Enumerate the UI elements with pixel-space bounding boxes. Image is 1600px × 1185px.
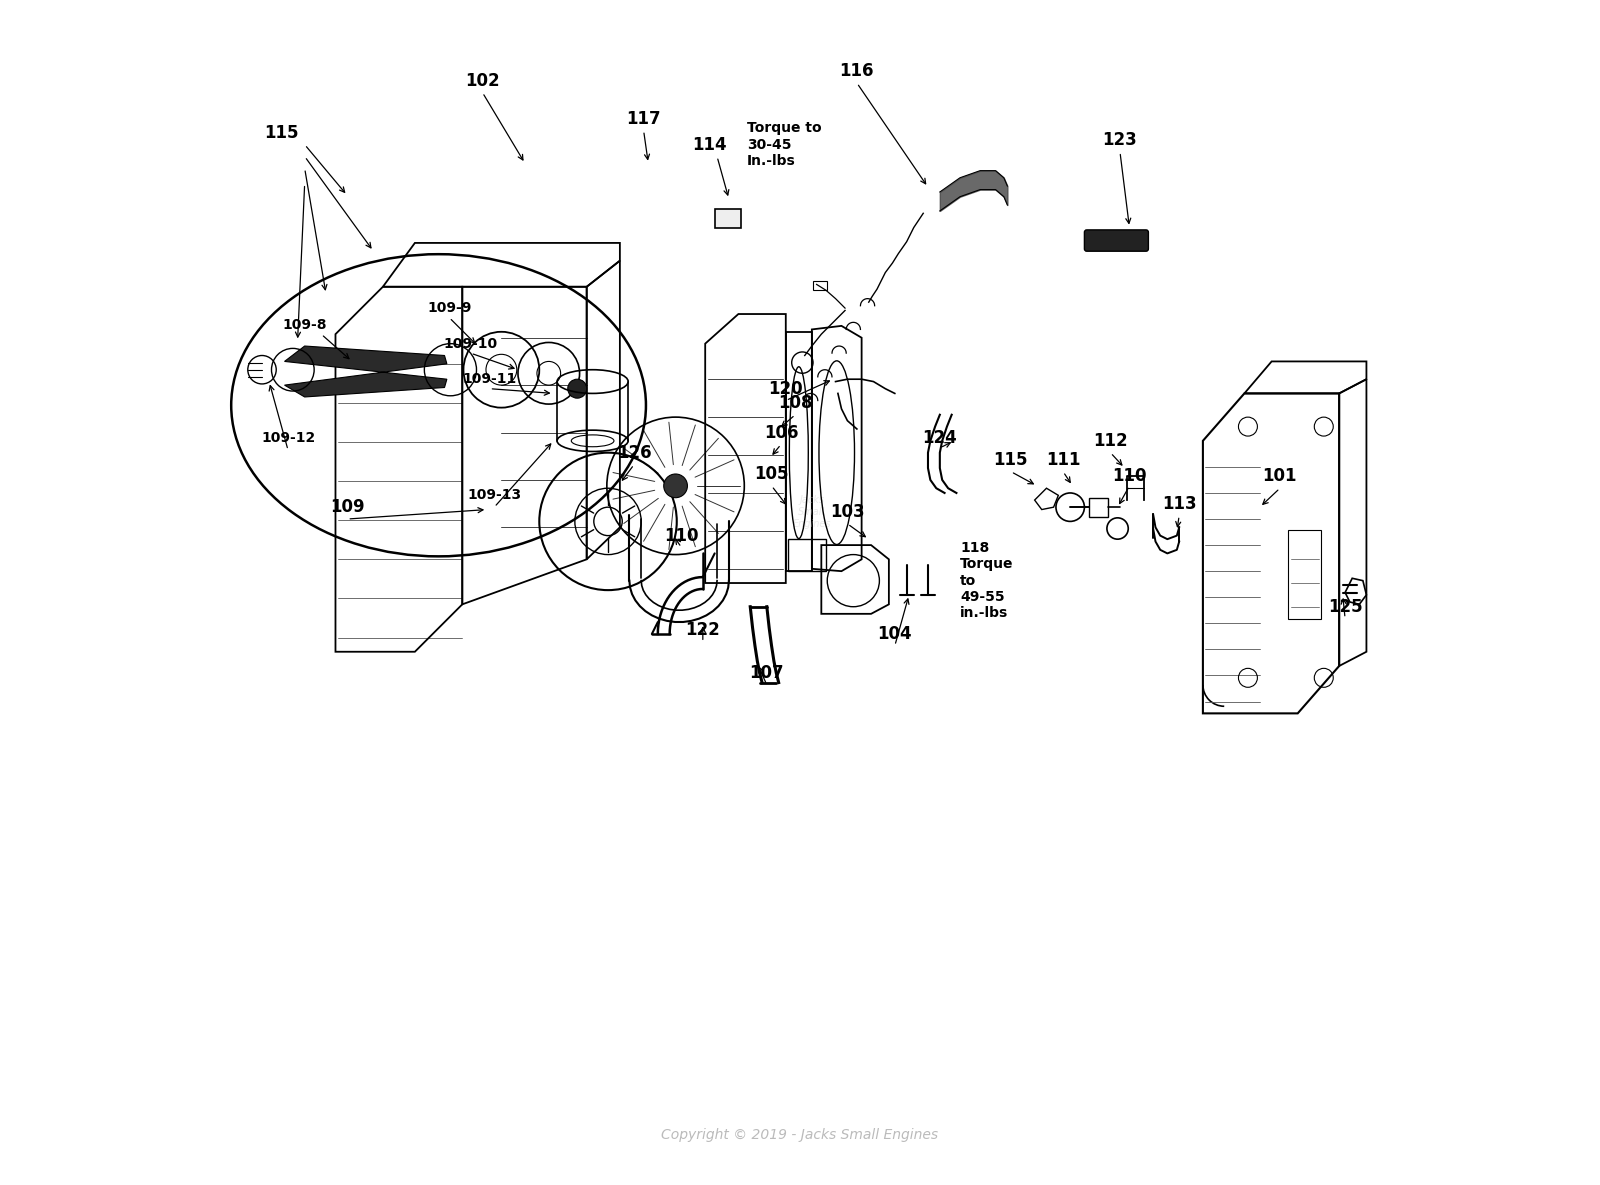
- Text: Jacks
Small
Engines: Jacks Small Engines: [792, 495, 830, 529]
- Text: 123: 123: [1102, 130, 1138, 149]
- Text: 109-8: 109-8: [283, 318, 326, 332]
- Text: Copyright © 2019 - Jacks Small Engines: Copyright © 2019 - Jacks Small Engines: [661, 1128, 939, 1142]
- Text: 101: 101: [1262, 467, 1298, 486]
- Text: 117: 117: [626, 109, 661, 128]
- Text: 118
Torque
to
49-55
in.-lbs: 118 Torque to 49-55 in.-lbs: [960, 542, 1013, 620]
- Text: 122: 122: [685, 621, 720, 640]
- Text: 107: 107: [749, 664, 784, 683]
- Circle shape: [664, 474, 688, 498]
- Text: 106: 106: [763, 423, 798, 442]
- Bar: [813, 281, 827, 290]
- Text: 109-10: 109-10: [443, 337, 498, 351]
- Text: 125: 125: [1328, 597, 1363, 616]
- Text: 109-9: 109-9: [427, 301, 472, 315]
- Text: 110: 110: [664, 526, 699, 545]
- Text: 103: 103: [830, 502, 864, 521]
- Text: 109-12: 109-12: [261, 431, 315, 446]
- Text: 124: 124: [923, 429, 957, 448]
- Text: 111: 111: [1046, 450, 1080, 469]
- Text: 102: 102: [466, 71, 499, 90]
- Text: 116: 116: [840, 62, 874, 81]
- Text: 110: 110: [1112, 467, 1147, 486]
- Text: 112: 112: [1093, 431, 1128, 450]
- Text: 126: 126: [616, 443, 651, 462]
- Text: 109-13: 109-13: [467, 488, 522, 502]
- Text: 114: 114: [693, 135, 728, 154]
- Text: 105: 105: [754, 465, 789, 483]
- Text: 115: 115: [994, 450, 1029, 469]
- Bar: [1288, 530, 1322, 619]
- Text: 108: 108: [778, 393, 813, 412]
- Text: 113: 113: [1162, 494, 1197, 513]
- Circle shape: [568, 379, 587, 398]
- Bar: [1090, 498, 1109, 517]
- Bar: [715, 209, 741, 228]
- Text: 104: 104: [877, 624, 912, 643]
- Text: 120: 120: [768, 379, 803, 398]
- Text: Torque to
30-45
In.-lbs: Torque to 30-45 In.-lbs: [747, 121, 821, 168]
- Polygon shape: [285, 346, 446, 397]
- Text: 115: 115: [264, 123, 298, 142]
- Text: 109: 109: [330, 498, 365, 517]
- Text: 109-11: 109-11: [462, 372, 517, 386]
- FancyBboxPatch shape: [1085, 230, 1149, 251]
